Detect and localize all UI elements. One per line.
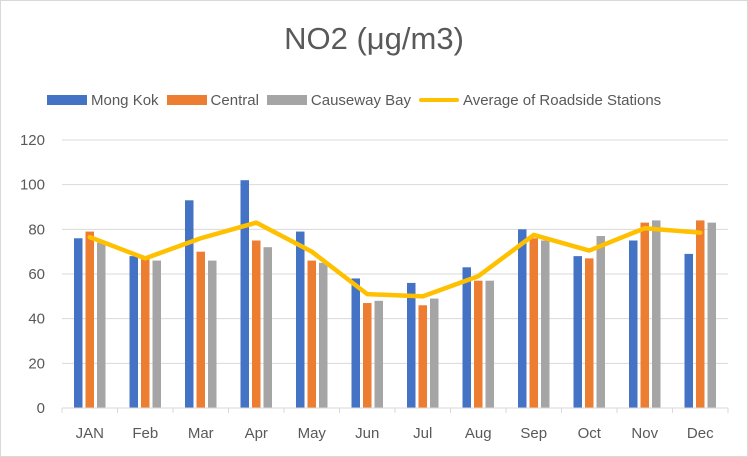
legend-swatch-mong-kok <box>47 95 87 105</box>
bar-central-feb <box>141 258 150 408</box>
bar-causeway-bay-jan <box>97 242 106 408</box>
y-tick-label-20: 20 <box>28 355 45 372</box>
legend-item-average: Average of Roadside Stations <box>418 91 662 109</box>
legend-swatch-average <box>418 98 459 102</box>
x-tick-label-dec: Dec <box>687 425 714 442</box>
bar-mong-kok-aug <box>462 267 471 408</box>
legend-label-average: Average of Roadside Stations <box>462 91 662 109</box>
bar-causeway-bay-jul <box>430 298 439 408</box>
bar-mong-kok-sep <box>518 229 527 408</box>
bar-central-sep <box>529 238 538 408</box>
bar-central-apr <box>252 240 261 408</box>
x-tick-label-oct: Oct <box>578 425 602 442</box>
x-tick-label-apr: Apr <box>245 425 268 442</box>
y-tick-label-100: 100 <box>20 177 45 194</box>
legend-label-causeway-bay: Causeway Bay <box>310 91 411 109</box>
x-tick-label-may: May <box>298 425 327 442</box>
bar-causeway-bay-may <box>319 262 328 408</box>
bar-causeway-bay-feb <box>152 260 161 408</box>
y-tick-label-0: 0 <box>37 400 45 417</box>
bar-central-may <box>307 260 316 408</box>
line-average-of-roadside-stations <box>87 220 703 299</box>
legend-swatch-causeway-bay <box>266 95 307 105</box>
x-tick-label-jan: JAN <box>76 425 104 442</box>
y-tick-label-60: 60 <box>28 266 45 283</box>
bar-causeway-bay-mar <box>208 260 217 408</box>
bar-central-mar <box>196 251 205 408</box>
legend-label-mong-kok: Mong Kok <box>91 91 159 109</box>
x-tick-label-jul: Jul <box>413 425 432 442</box>
bar-causeway-bay-dec <box>707 222 716 408</box>
bar-causeway-bay-oct <box>596 236 605 408</box>
legend-item-central: Central <box>166 91 259 109</box>
bar-mong-kok-nov <box>629 240 638 408</box>
legend: Mong Kok Central Causeway Bay Average of… <box>47 89 661 111</box>
legend-swatch-central <box>166 95 207 105</box>
x-tick-label-nov: Nov <box>631 425 658 442</box>
x-tick-label-mar: Mar <box>188 425 214 442</box>
bar-mong-kok-mar <box>185 200 194 408</box>
bar-mong-kok-jun <box>351 278 360 408</box>
bar-mong-kok-jan <box>74 238 83 408</box>
x-tick-label-aug: Aug <box>465 425 492 442</box>
y-tick-label-120: 120 <box>20 132 45 149</box>
legend-label-central: Central <box>210 91 259 109</box>
y-tick-label-40: 40 <box>28 311 45 328</box>
bar-mong-kok-apr <box>240 180 249 408</box>
bar-causeway-bay-aug <box>485 280 494 408</box>
x-tick-label-feb: Feb <box>132 425 158 442</box>
bar-central-dec <box>696 220 705 408</box>
bar-causeway-bay-jun <box>374 300 383 408</box>
bar-causeway-bay-nov <box>652 220 661 408</box>
bar-mong-kok-dec <box>684 253 693 408</box>
bar-central-jun <box>363 303 372 408</box>
x-tick-label-jun: Jun <box>355 425 379 442</box>
bar-mong-kok-jul <box>407 282 416 408</box>
bar-central-jan <box>85 231 94 408</box>
bar-central-nov <box>640 222 649 408</box>
bar-causeway-bay-apr <box>263 247 272 408</box>
bar-central-jul <box>418 305 427 408</box>
bar-causeway-bay-sep <box>541 240 550 408</box>
chart-title: NO2 (μg/m3) <box>284 21 464 56</box>
legend-item-causeway-bay: Causeway Bay <box>266 91 411 109</box>
bar-central-oct <box>585 258 594 408</box>
bar-mong-kok-feb <box>129 256 138 408</box>
bar-mong-kok-oct <box>573 256 582 408</box>
x-tick-label-sep: Sep <box>520 425 547 442</box>
y-tick-label-80: 80 <box>28 221 45 238</box>
bar-mong-kok-may <box>296 231 305 408</box>
bar-central-aug <box>474 280 483 408</box>
legend-item-mong-kok: Mong Kok <box>47 92 159 109</box>
